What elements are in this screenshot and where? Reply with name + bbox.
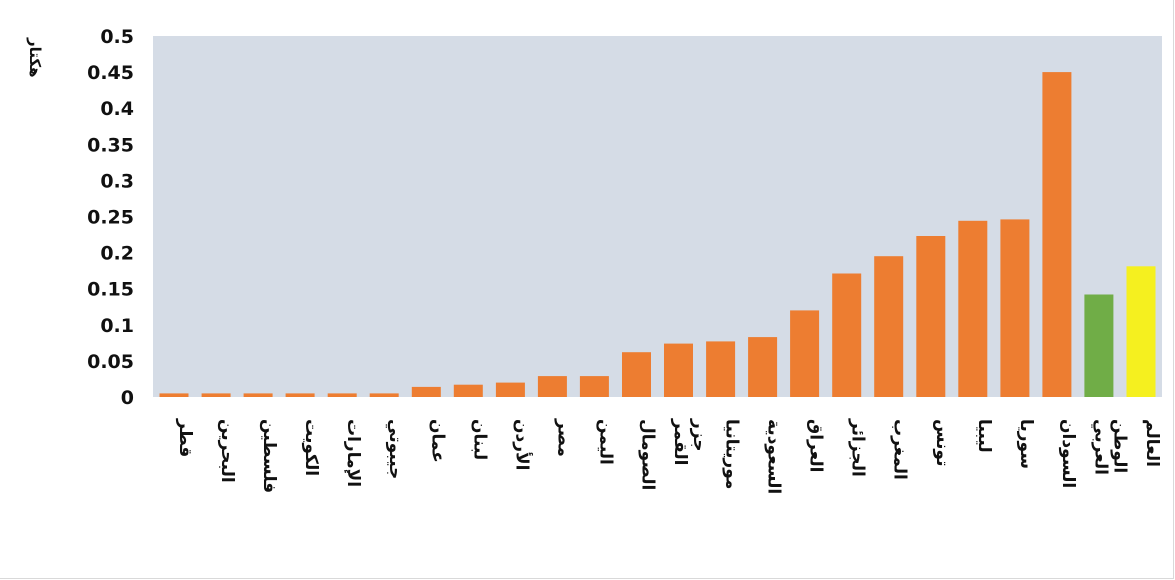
x-tick-label: جيبوتي bbox=[385, 419, 405, 479]
y-tick-label: 0.5 bbox=[100, 26, 134, 48]
x-tick-label: فلسطين bbox=[259, 419, 279, 493]
plot-area bbox=[153, 36, 1162, 397]
y-axis-label: هكتار bbox=[26, 37, 44, 78]
bar bbox=[369, 393, 399, 397]
bar bbox=[958, 220, 988, 397]
x-tick-label: الوطنالعربي bbox=[1090, 419, 1129, 475]
bar bbox=[706, 341, 736, 397]
x-axis-ticks: قطر البحرين فلسطين الكويت الإمارات جيبوتي عمان… bbox=[175, 418, 1162, 494]
y-tick-label: 0.1 bbox=[100, 315, 134, 337]
bar bbox=[748, 337, 778, 397]
x-tick-label: العالم bbox=[1142, 419, 1162, 467]
bar bbox=[411, 386, 441, 397]
x-tick-label: قطر bbox=[175, 418, 195, 457]
x-tick-label: اليمن bbox=[595, 419, 615, 465]
bar bbox=[537, 376, 567, 397]
x-tick-label: جزرالقمر bbox=[670, 418, 709, 465]
bar bbox=[1000, 219, 1030, 397]
bar bbox=[495, 382, 525, 397]
y-tick-label: 0.45 bbox=[87, 62, 134, 84]
x-tick-label: الإمارات bbox=[343, 419, 363, 487]
bar bbox=[1126, 266, 1156, 397]
x-tick-label: تونس bbox=[932, 419, 952, 466]
bar bbox=[874, 256, 904, 397]
x-tick-label: الصومال bbox=[638, 419, 658, 490]
x-tick-label: موريتانيا bbox=[722, 419, 742, 489]
x-tick-label: البحرين bbox=[217, 419, 237, 483]
x-tick-label: مصر bbox=[553, 418, 573, 457]
x-tick-label: الأردن bbox=[511, 419, 532, 471]
bar bbox=[327, 393, 357, 397]
bar bbox=[243, 393, 273, 397]
y-tick-label: 0.35 bbox=[87, 134, 134, 156]
bar bbox=[453, 384, 483, 397]
bar bbox=[664, 343, 693, 397]
bar bbox=[1042, 72, 1072, 397]
bar bbox=[916, 236, 946, 397]
bar bbox=[285, 393, 315, 397]
y-tick-label: 0.05 bbox=[87, 351, 134, 373]
x-tick-label: المغرب bbox=[890, 419, 910, 480]
x-tick-label: الجزائر bbox=[848, 418, 868, 477]
bar bbox=[790, 310, 820, 397]
x-tick-label: السعودية bbox=[764, 419, 784, 494]
bar bbox=[201, 393, 231, 397]
y-tick-label: 0.3 bbox=[100, 170, 134, 192]
x-tick-label: عمان bbox=[427, 419, 447, 463]
x-tick-label: سوريا bbox=[1016, 419, 1036, 469]
x-tick-label: الكويت bbox=[301, 419, 321, 476]
y-axis-ticks: 0 0.05 0.1 0.15 0.2 0.25 0.3 0.35 0.4 0.45 0.5 bbox=[87, 26, 134, 409]
bar bbox=[622, 352, 651, 397]
bar bbox=[159, 393, 189, 397]
x-tick-label: ليبيا bbox=[974, 419, 994, 453]
y-tick-label: 0.4 bbox=[100, 98, 134, 120]
x-tick-label: لبنان bbox=[469, 419, 489, 460]
y-tick-label: 0 bbox=[121, 387, 134, 409]
bar bbox=[1084, 294, 1114, 397]
x-tick-label: السودان bbox=[1058, 419, 1078, 488]
y-tick-label: 0.25 bbox=[87, 207, 134, 229]
bar bbox=[579, 376, 609, 397]
y-tick-label: 0.2 bbox=[100, 243, 134, 265]
y-tick-label: 0.15 bbox=[87, 279, 134, 301]
bar bbox=[832, 273, 862, 397]
bars bbox=[159, 72, 1156, 397]
x-tick-label: العراق bbox=[806, 419, 826, 472]
